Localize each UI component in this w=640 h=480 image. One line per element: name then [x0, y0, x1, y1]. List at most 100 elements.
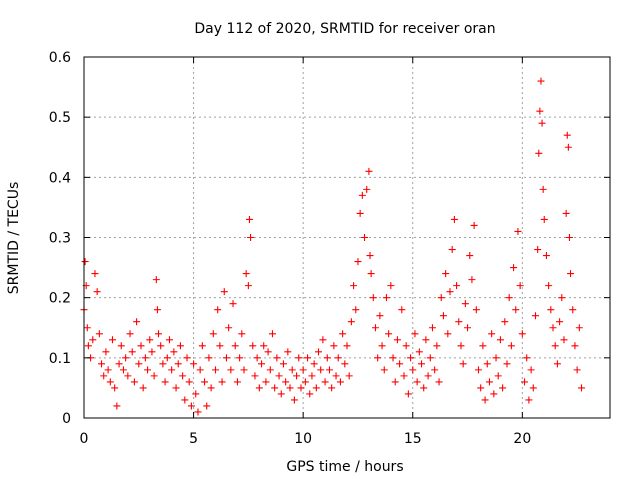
data-point — [442, 270, 450, 278]
data-point — [562, 209, 570, 217]
data-point — [426, 354, 434, 362]
data-point — [477, 384, 485, 392]
data-point — [128, 348, 136, 356]
data-point — [98, 360, 106, 368]
data-point — [398, 306, 406, 314]
data-point — [339, 330, 347, 338]
data-point — [251, 372, 259, 380]
data-point — [461, 300, 469, 308]
data-point — [321, 378, 329, 386]
data-point — [521, 378, 529, 386]
data-point — [102, 348, 110, 356]
data-point — [389, 354, 397, 362]
data-point — [231, 342, 239, 350]
x-tick-labels: 0 5 10 15 20 — [80, 431, 532, 447]
data-point — [428, 324, 436, 332]
data-points — [80, 77, 586, 416]
data-point — [249, 342, 257, 350]
data-point — [157, 342, 165, 350]
data-point — [115, 360, 123, 368]
data-point — [119, 366, 127, 374]
data-point — [185, 378, 193, 386]
data-point — [253, 354, 261, 362]
data-point — [361, 234, 369, 241]
y-tick-labels: 0 0.1 0.2 0.3 0.4 0.5 0.6 — [49, 50, 71, 427]
data-point — [299, 366, 307, 374]
data-point — [551, 342, 559, 350]
data-point — [542, 252, 550, 260]
data-point — [457, 342, 465, 350]
data-point — [343, 342, 351, 350]
data-point — [366, 252, 374, 260]
data-point — [391, 378, 399, 386]
data-point — [205, 354, 213, 362]
data-point — [108, 336, 116, 344]
data-point — [290, 396, 298, 404]
data-point — [91, 270, 99, 278]
data-point — [396, 360, 404, 368]
data-point — [496, 336, 504, 344]
data-point — [409, 366, 417, 374]
data-point — [198, 342, 206, 350]
data-point — [176, 342, 184, 350]
y-tick-label: 0.1 — [49, 351, 71, 367]
data-point — [514, 227, 522, 235]
data-point — [194, 408, 202, 416]
data-point — [475, 366, 482, 374]
y-tick-label: 0.3 — [49, 231, 71, 247]
data-point — [567, 270, 575, 278]
data-point — [420, 384, 428, 392]
data-point — [431, 366, 439, 374]
data-point — [402, 342, 410, 350]
data-point — [301, 378, 309, 386]
data-point — [547, 306, 555, 314]
data-point — [174, 360, 182, 368]
data-point — [139, 384, 147, 392]
data-point — [216, 342, 224, 350]
data-point — [563, 131, 571, 139]
data-point — [179, 372, 187, 380]
data-point — [255, 384, 263, 392]
data-point — [501, 318, 509, 326]
data-point — [376, 312, 384, 320]
data-point — [319, 336, 327, 344]
data-point — [571, 342, 579, 350]
data-point — [534, 246, 542, 254]
data-point — [553, 360, 561, 368]
data-point — [146, 336, 154, 344]
data-point — [297, 384, 305, 392]
data-point — [212, 366, 219, 374]
data-point — [448, 246, 456, 254]
y-tick-label: 0.5 — [49, 110, 71, 126]
data-point — [367, 270, 375, 278]
data-point — [468, 276, 476, 284]
data-point — [363, 185, 371, 193]
data-point — [531, 312, 539, 320]
data-point — [93, 288, 101, 296]
data-point — [152, 276, 160, 284]
data-point — [220, 288, 228, 296]
data-point — [89, 336, 97, 344]
data-point — [385, 330, 393, 338]
data-point — [95, 330, 103, 338]
data-point — [537, 77, 545, 85]
data-point — [271, 384, 279, 392]
data-point — [422, 336, 430, 344]
data-point — [144, 366, 152, 374]
data-point — [286, 384, 294, 392]
data-point — [556, 318, 564, 326]
x-axis-title: GPS time / hours — [286, 459, 403, 475]
data-point — [558, 294, 566, 302]
data-point — [472, 306, 480, 314]
data-point — [187, 402, 195, 410]
data-point — [268, 330, 276, 338]
data-point — [336, 378, 344, 386]
data-point — [111, 384, 119, 392]
data-point — [170, 348, 178, 356]
data-point — [328, 384, 336, 392]
x-tick-label: 5 — [189, 431, 198, 447]
data-point — [535, 149, 543, 157]
data-point — [439, 312, 447, 320]
x-tick-label: 20 — [513, 431, 531, 447]
